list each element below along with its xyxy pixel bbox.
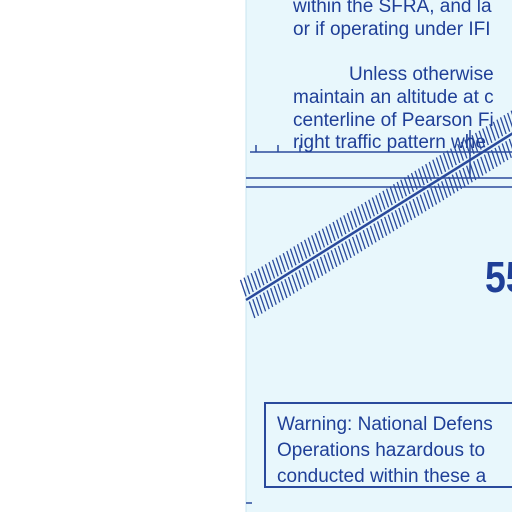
top-text-line-1: within the SFRA, and la [293,0,492,17]
warning-line-2: Operations hazardous to [277,440,486,461]
double-line [246,177,512,188]
top-text-line-2: or if operating under IFI [293,19,491,40]
warning-line-3: conducted within these a [277,466,487,487]
runway-number: 55 [485,253,512,302]
hatched-band [239,110,512,319]
warning-line-1: Warning: National Defens [277,414,493,435]
para-text-line-3: centerline of Pearson Fi [293,110,494,131]
para-text-line-2: maintain an altitude at c [293,87,494,108]
para-text-line-1: Unless otherwise [349,64,494,85]
warning-box: Warning: National Defens Operations haza… [264,402,512,488]
para-text-line-4: right traffic pattern whe [293,132,486,153]
chart-background [246,0,512,512]
